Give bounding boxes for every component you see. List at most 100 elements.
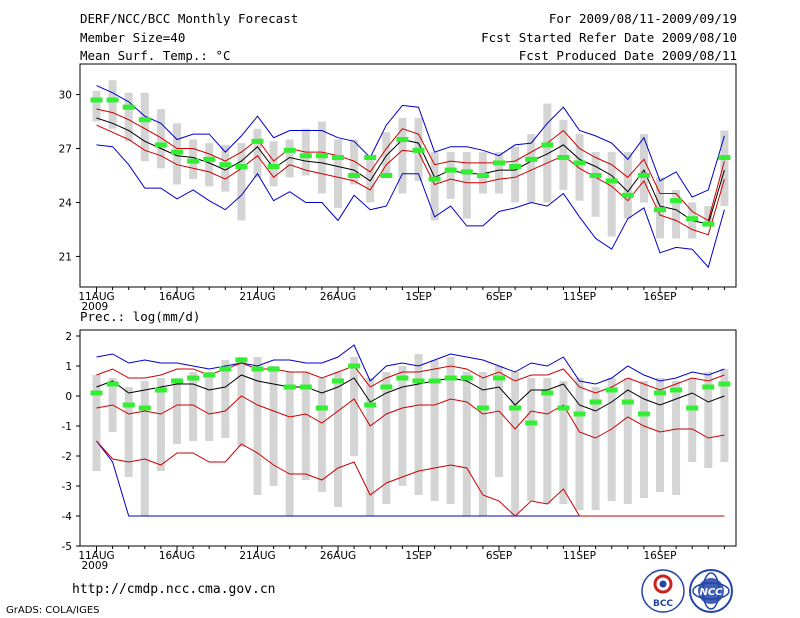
x-tick-label: 1SEP xyxy=(405,550,431,562)
obs-marker xyxy=(332,155,344,161)
x-tick-label: 1SEP xyxy=(405,291,431,303)
ensemble-box xyxy=(269,366,278,486)
footer-url[interactable]: http://cmdp.ncc.cma.gov.cn xyxy=(72,582,276,597)
x-tick-label: 6SEP xyxy=(486,291,512,303)
ensemble-box xyxy=(92,90,101,122)
obs-marker xyxy=(509,164,522,170)
ensemble-box xyxy=(430,152,439,221)
x-tick-label: 21AUG xyxy=(239,550,275,562)
y-tick-label: 27 xyxy=(59,144,72,156)
ensemble-box xyxy=(156,108,165,169)
obs-marker xyxy=(686,216,699,222)
obs-marker xyxy=(203,372,216,378)
ensemble-box xyxy=(639,381,648,498)
ncc-logo-text: NCC xyxy=(699,587,723,598)
ensemble-box xyxy=(189,372,198,441)
obs-marker xyxy=(670,198,683,204)
obs-marker xyxy=(476,173,489,178)
obs-marker xyxy=(460,375,473,381)
ensemble-box xyxy=(704,372,713,468)
ensemble-box xyxy=(253,128,262,178)
obs-marker xyxy=(573,160,586,166)
ensemble-box xyxy=(527,134,536,203)
max-line xyxy=(96,85,725,198)
obs-marker xyxy=(380,384,393,390)
obs-marker xyxy=(203,156,216,162)
p90-line xyxy=(96,108,725,222)
ensemble-box xyxy=(623,378,632,504)
obs-marker xyxy=(605,178,618,184)
ensemble-box xyxy=(462,372,471,516)
obs-marker xyxy=(654,390,666,396)
x-tick-label: 11AUG xyxy=(78,291,114,303)
ensemble-box xyxy=(173,378,181,444)
obs-marker xyxy=(90,97,103,103)
obs-marker xyxy=(219,162,232,168)
ensemble-box xyxy=(301,372,310,480)
ensemble-box xyxy=(559,119,568,190)
obs-marker xyxy=(525,420,538,426)
ensemble-box xyxy=(720,369,729,462)
ensemble-box xyxy=(495,152,503,194)
obs-marker xyxy=(654,207,666,213)
obs-marker xyxy=(686,405,699,411)
obs-marker xyxy=(283,147,296,153)
ensemble-box xyxy=(140,92,149,162)
obs-marker xyxy=(637,173,650,178)
x-tick-label: 11SEP xyxy=(563,291,596,303)
obs-marker xyxy=(621,399,634,405)
ensemble-box xyxy=(140,381,149,516)
ensemble-box xyxy=(108,80,117,129)
ensemble-box xyxy=(156,378,165,471)
y-tick-label: -3 xyxy=(62,481,72,493)
ensemble-box xyxy=(543,378,552,504)
x-tick-label: 16SEP xyxy=(644,550,677,562)
ensemble-box xyxy=(478,372,487,516)
obs-marker xyxy=(412,378,425,384)
ensemble-box xyxy=(237,357,246,447)
obs-marker xyxy=(364,155,377,161)
ensemble-box xyxy=(704,206,713,226)
x-tick-label: 6SEP xyxy=(486,550,512,562)
obs-marker xyxy=(444,167,457,173)
obs-marker xyxy=(396,137,409,143)
y-tick-label: 24 xyxy=(59,197,73,209)
obs-marker xyxy=(493,160,505,166)
obs-marker xyxy=(154,387,167,393)
obs-marker xyxy=(106,97,119,103)
ensemble-box xyxy=(511,372,520,516)
y-tick-label: -4 xyxy=(62,511,73,523)
ensemble-box xyxy=(639,134,648,203)
ensemble-box xyxy=(253,357,262,495)
obs-marker xyxy=(267,366,280,372)
obs-marker xyxy=(557,155,570,161)
ensemble-box xyxy=(672,381,681,495)
ensemble-box xyxy=(398,117,407,194)
ensemble-box xyxy=(334,139,342,208)
ensemble-box xyxy=(269,141,278,187)
ensemble-box xyxy=(446,357,455,504)
obs-marker xyxy=(493,375,505,381)
obs-marker xyxy=(138,405,151,411)
ensemble-box xyxy=(607,378,616,501)
x-tick-label: 11AUG xyxy=(78,550,114,562)
ensemble-box xyxy=(92,375,101,471)
x-tick-label: 26AUG xyxy=(320,550,356,562)
ensemble-box xyxy=(398,366,407,486)
obs-marker xyxy=(541,390,554,396)
p10-line xyxy=(96,395,725,439)
obs-marker xyxy=(122,104,135,110)
ensemble-box xyxy=(350,357,359,456)
ensemble-box xyxy=(575,378,584,510)
obs-marker xyxy=(187,375,200,381)
y-tick-label: 0 xyxy=(65,391,72,403)
ensemble-box xyxy=(430,360,439,501)
ensemble-box xyxy=(446,152,455,199)
obs-marker xyxy=(267,164,280,170)
obs-marker xyxy=(428,378,441,384)
obs-marker xyxy=(187,158,200,164)
ensemble-box xyxy=(285,139,294,178)
ensemble-box xyxy=(317,378,326,492)
ensemble-box xyxy=(205,143,214,187)
ensemble-box xyxy=(237,143,246,221)
